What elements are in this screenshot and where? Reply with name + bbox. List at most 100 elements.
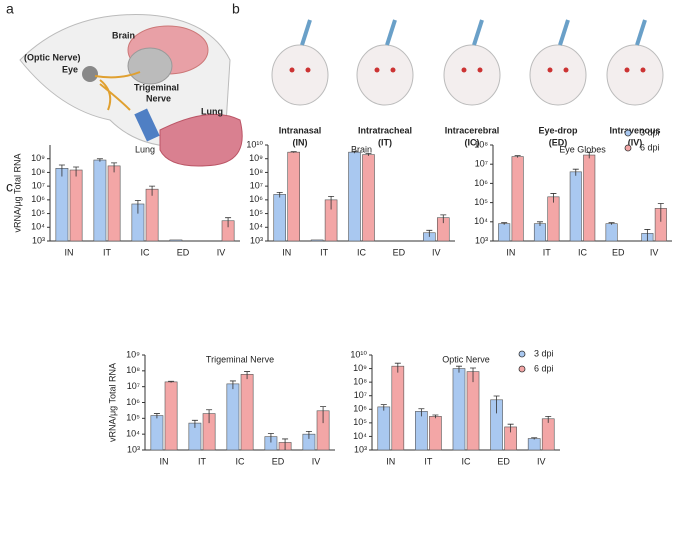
error-bar xyxy=(493,395,500,414)
x-tick-label: IV xyxy=(312,456,321,466)
error-bar xyxy=(267,433,274,443)
mouse-eye xyxy=(390,67,396,73)
y-tick-label: 10⁹ xyxy=(126,349,140,359)
y-tick-label: 10⁷ xyxy=(32,181,45,191)
syringe xyxy=(472,19,484,46)
anatomy-label: Lung xyxy=(201,106,223,116)
mouse-eye xyxy=(477,67,483,73)
legend-label: 6 dpi xyxy=(534,363,554,373)
error-bar xyxy=(305,430,312,439)
legend-swatch xyxy=(624,144,632,152)
error-bar xyxy=(290,151,297,153)
bar xyxy=(547,196,560,242)
mouse-eye xyxy=(563,67,569,73)
error-bar xyxy=(507,423,514,433)
error-bar xyxy=(96,158,103,162)
error-bar xyxy=(418,408,425,417)
bar xyxy=(583,154,596,242)
x-tick-label: IC xyxy=(141,247,151,257)
bar xyxy=(150,415,164,451)
y-tick-label: 10⁴ xyxy=(474,216,488,226)
bar xyxy=(169,239,183,242)
error-bar xyxy=(470,367,477,383)
error-bar xyxy=(328,195,335,210)
y-tick-label: 10⁶ xyxy=(31,194,45,204)
x-tick-label: IT xyxy=(543,247,552,257)
error-bar xyxy=(229,380,236,390)
y-tick-label: 10⁸ xyxy=(249,167,263,177)
legend-label: 3 dpi xyxy=(640,127,660,137)
y-tick-label: 10³ xyxy=(32,235,45,245)
error-bar xyxy=(191,419,198,428)
mouse-eye xyxy=(374,67,380,73)
y-tick-label: 10⁵ xyxy=(31,208,45,218)
legend-label: 6 dpi xyxy=(640,142,660,152)
error-bar xyxy=(351,150,358,154)
chart-title: Brain xyxy=(351,144,372,154)
error-bar xyxy=(206,409,213,424)
y-tick-label: 10³ xyxy=(475,235,488,245)
bar xyxy=(273,194,286,242)
error-bar xyxy=(455,365,462,373)
bar xyxy=(69,169,83,242)
bar xyxy=(452,368,466,451)
y-tick-label: 10⁷ xyxy=(475,159,488,169)
y-tick-label: 10⁴ xyxy=(249,222,263,232)
error-bar xyxy=(657,203,664,222)
x-tick-label: ED xyxy=(497,456,510,466)
mouse-icon xyxy=(529,44,587,106)
routes: Intranasal (IN) Intratracheal (IT) Intracere… xyxy=(271,19,664,147)
anatomy-label: Nerve xyxy=(146,93,171,103)
y-tick-label: 10⁵ xyxy=(353,417,367,427)
y-tick-label: 10⁷ xyxy=(354,390,367,400)
error-bar xyxy=(282,438,289,450)
mouse-illustration xyxy=(19,14,243,167)
x-tick-label: IV xyxy=(650,247,659,257)
error-bar xyxy=(608,222,615,225)
error-bar xyxy=(168,380,175,383)
bar xyxy=(310,239,324,242)
error-bar xyxy=(365,153,372,156)
x-tick-label: IN xyxy=(386,456,395,466)
error-bar xyxy=(73,166,80,177)
bar xyxy=(107,165,121,242)
anatomy-label: Eye xyxy=(62,64,78,74)
x-tick-label: IC xyxy=(357,247,367,257)
y-tick-label: 10⁴ xyxy=(31,222,45,232)
chart-title: Lung xyxy=(135,144,155,154)
legend-swatch xyxy=(518,350,526,358)
y-tick-label: 10⁴ xyxy=(353,431,367,441)
route-abbr: (IV) xyxy=(628,137,643,147)
mouse-icon xyxy=(443,44,501,106)
x-tick-label: IN xyxy=(160,456,169,466)
route-name: Intracerebral xyxy=(445,125,500,135)
bar xyxy=(605,223,618,242)
y-tick-label: 10⁷ xyxy=(250,181,263,191)
error-bar xyxy=(394,362,401,373)
x-tick-label: IT xyxy=(198,456,207,466)
bar xyxy=(511,156,524,242)
x-tick-label: IT xyxy=(103,247,112,257)
mouse-icon xyxy=(271,44,329,106)
error-bar xyxy=(586,152,593,159)
y-axis-label: vRNA/μg Total RNA xyxy=(12,153,22,232)
route-abbr: (IN) xyxy=(293,137,308,147)
bar xyxy=(533,223,547,242)
bar xyxy=(498,223,511,242)
y-tick-label: 10⁶ xyxy=(474,178,488,188)
mouse-eye xyxy=(624,67,630,73)
panel-label: b xyxy=(232,1,240,17)
x-tick-label: IN xyxy=(65,247,74,257)
y-axis-label: vRNA/μg Total RNA xyxy=(107,363,117,442)
y-tick-label: 10⁸ xyxy=(474,139,488,149)
error-bar xyxy=(153,413,160,419)
error-bar xyxy=(426,229,433,237)
error-bar xyxy=(531,437,538,440)
error-bar xyxy=(111,162,118,173)
mouse-icon xyxy=(356,44,414,106)
bar xyxy=(429,416,442,451)
error-bar xyxy=(58,164,65,177)
syringe xyxy=(558,19,570,46)
y-tick-label: 10⁷ xyxy=(127,381,140,391)
